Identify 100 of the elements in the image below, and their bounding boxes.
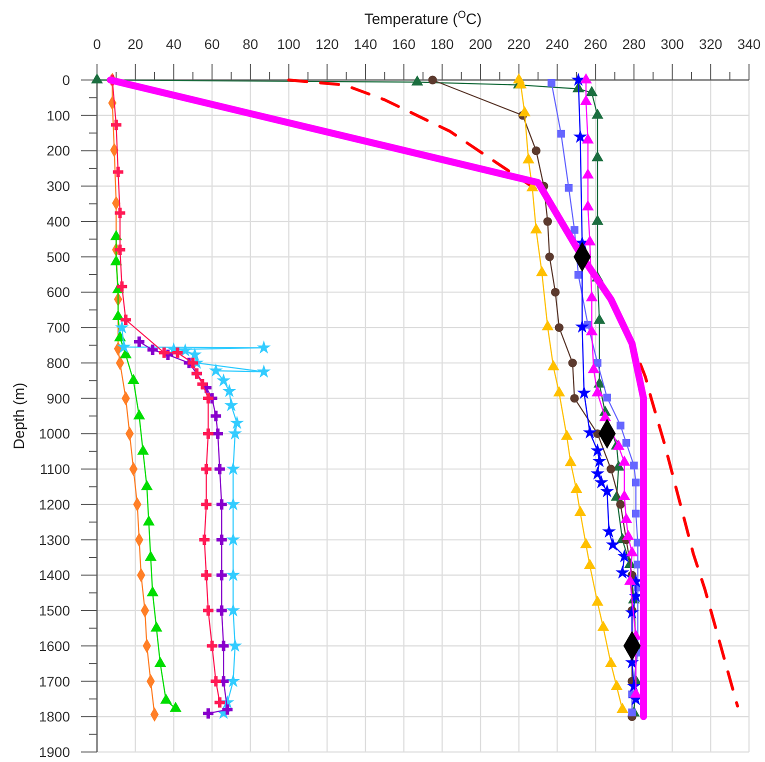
point [110, 120, 122, 130]
y-tick-label: 1300 [38, 532, 70, 548]
point [144, 550, 157, 561]
point [550, 288, 560, 297]
point [230, 416, 244, 429]
point [216, 534, 227, 545]
point [147, 344, 158, 356]
point [536, 266, 548, 276]
point [216, 499, 227, 510]
point [137, 444, 149, 455]
point [616, 702, 628, 713]
point [428, 76, 437, 84]
point [582, 425, 597, 439]
point [518, 106, 531, 116]
point [564, 456, 577, 466]
y-tick-label: 1900 [38, 744, 70, 760]
y-tick-label: 1800 [38, 708, 70, 725]
y-tick-label: 1700 [38, 673, 70, 690]
point [116, 340, 131, 353]
x-tick-label: 300 [660, 36, 684, 52]
point [197, 378, 208, 390]
y-tick-label: 1500 [38, 602, 70, 619]
y-tick-label: 100 [46, 107, 70, 124]
point [560, 430, 573, 440]
point [586, 86, 598, 96]
x-tick-label: 240 [546, 36, 570, 52]
x-tick-label: 340 [737, 36, 761, 52]
point [222, 384, 236, 398]
point [530, 223, 542, 234]
point [622, 439, 630, 447]
point [154, 656, 166, 667]
point [170, 702, 182, 712]
point [580, 94, 592, 105]
point [226, 497, 240, 510]
point [600, 484, 614, 498]
point [582, 200, 594, 210]
point [586, 291, 598, 302]
point [116, 281, 128, 292]
point [545, 252, 554, 262]
point [532, 146, 541, 156]
y-tick-label: 200 [46, 142, 70, 159]
point [580, 538, 592, 548]
point [582, 133, 594, 144]
x-tick-label: 160 [392, 36, 416, 52]
point [571, 72, 586, 86]
point [542, 320, 554, 330]
y-tick-label: 400 [46, 213, 70, 230]
point [573, 130, 588, 143]
point [110, 255, 122, 266]
point [133, 409, 146, 420]
point [580, 73, 592, 84]
point [199, 534, 210, 545]
point [630, 462, 638, 470]
point [618, 490, 630, 500]
x-axis-title: Temperature ($^{O}$C) [364, 9, 482, 28]
x-tick-label: 100 [277, 36, 301, 52]
point [616, 500, 625, 509]
point [208, 363, 223, 377]
point [172, 347, 183, 358]
point [210, 410, 222, 422]
point [216, 570, 227, 580]
point [632, 478, 640, 486]
y-tick-label: 1000 [38, 426, 70, 442]
point [522, 153, 534, 164]
point [594, 475, 608, 488]
point [140, 480, 153, 490]
point [564, 184, 573, 192]
point [222, 704, 233, 715]
x-tick-label: 280 [622, 36, 646, 52]
y-tick-label: 1100 [40, 461, 70, 478]
point [411, 75, 424, 86]
point [557, 130, 565, 138]
point [622, 530, 634, 540]
point [216, 373, 231, 387]
point [602, 524, 616, 538]
x-tick-label: 140 [354, 36, 378, 52]
point [228, 638, 242, 652]
point [146, 586, 158, 596]
point [606, 537, 620, 551]
point [214, 697, 225, 708]
point [203, 605, 214, 616]
point [592, 596, 604, 606]
point [603, 394, 611, 402]
point [618, 456, 630, 466]
point [548, 78, 556, 87]
point [216, 605, 227, 616]
point [210, 676, 222, 686]
point [188, 358, 198, 368]
point [256, 340, 271, 354]
x-tick-label: 60 [204, 36, 220, 52]
point [574, 506, 586, 516]
point [626, 546, 638, 556]
y-tick-label: 600 [46, 284, 70, 300]
x-tick-label: 120 [315, 36, 340, 52]
point [630, 688, 642, 698]
point [114, 244, 126, 255]
y-tick-label: 1200 [38, 496, 70, 512]
point [203, 428, 214, 439]
point [543, 217, 552, 226]
point [610, 680, 623, 690]
